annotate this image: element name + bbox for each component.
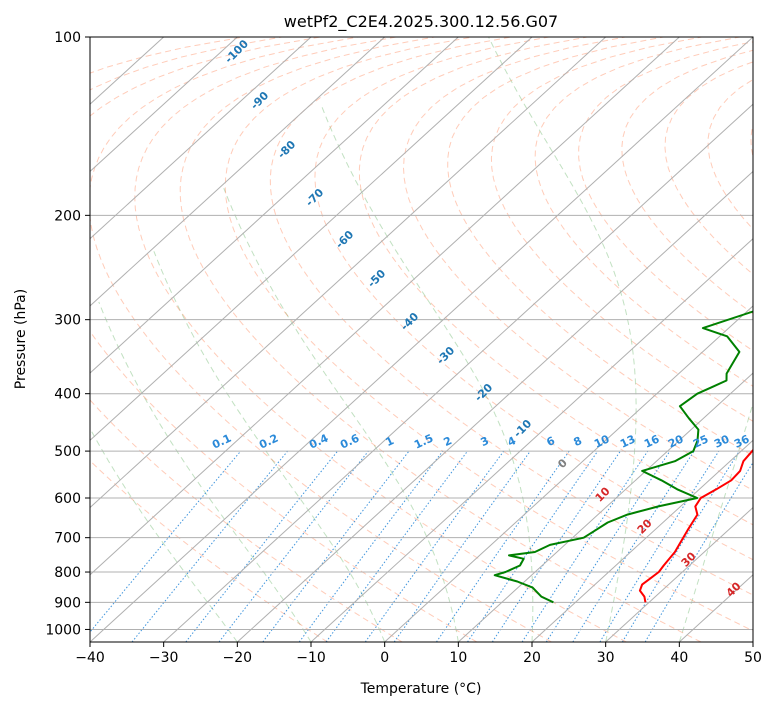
x-axis-label: Temperature (°C) [360,681,482,697]
x-tick-label: 30 [597,650,615,666]
y-tick-label: 600 [54,491,81,507]
y-tick-label: 400 [54,387,81,403]
y-tick-label: 800 [54,565,81,581]
x-tick-label: 50 [744,650,762,666]
isotherm-gridline [753,37,775,642]
x-tick-label: 0 [380,650,389,666]
x-tick-label: −30 [149,650,179,666]
y-tick-label: 200 [54,208,81,224]
y-tick-label: 300 [54,313,81,329]
y-tick-label: 500 [54,444,81,460]
x-tick-label: −20 [223,650,253,666]
dry-adiabat-line [751,37,775,642]
chart-title: wetPf2_C2E4.2025.300.12.56.G07 [284,12,558,32]
moist-adiabat-line [753,37,775,642]
x-tick-label: 10 [449,650,467,666]
y-tick-label: 1000 [45,622,81,638]
y-tick-label: 900 [54,595,81,611]
x-tick-label: 40 [670,650,688,666]
x-tick-label: −10 [296,650,326,666]
x-tick-label: −40 [75,650,105,666]
y-tick-label: 700 [54,531,81,547]
x-tick-label: 20 [523,650,541,666]
y-axis-label: Pressure (hPa) [13,289,29,389]
y-tick-label: 100 [54,30,81,46]
